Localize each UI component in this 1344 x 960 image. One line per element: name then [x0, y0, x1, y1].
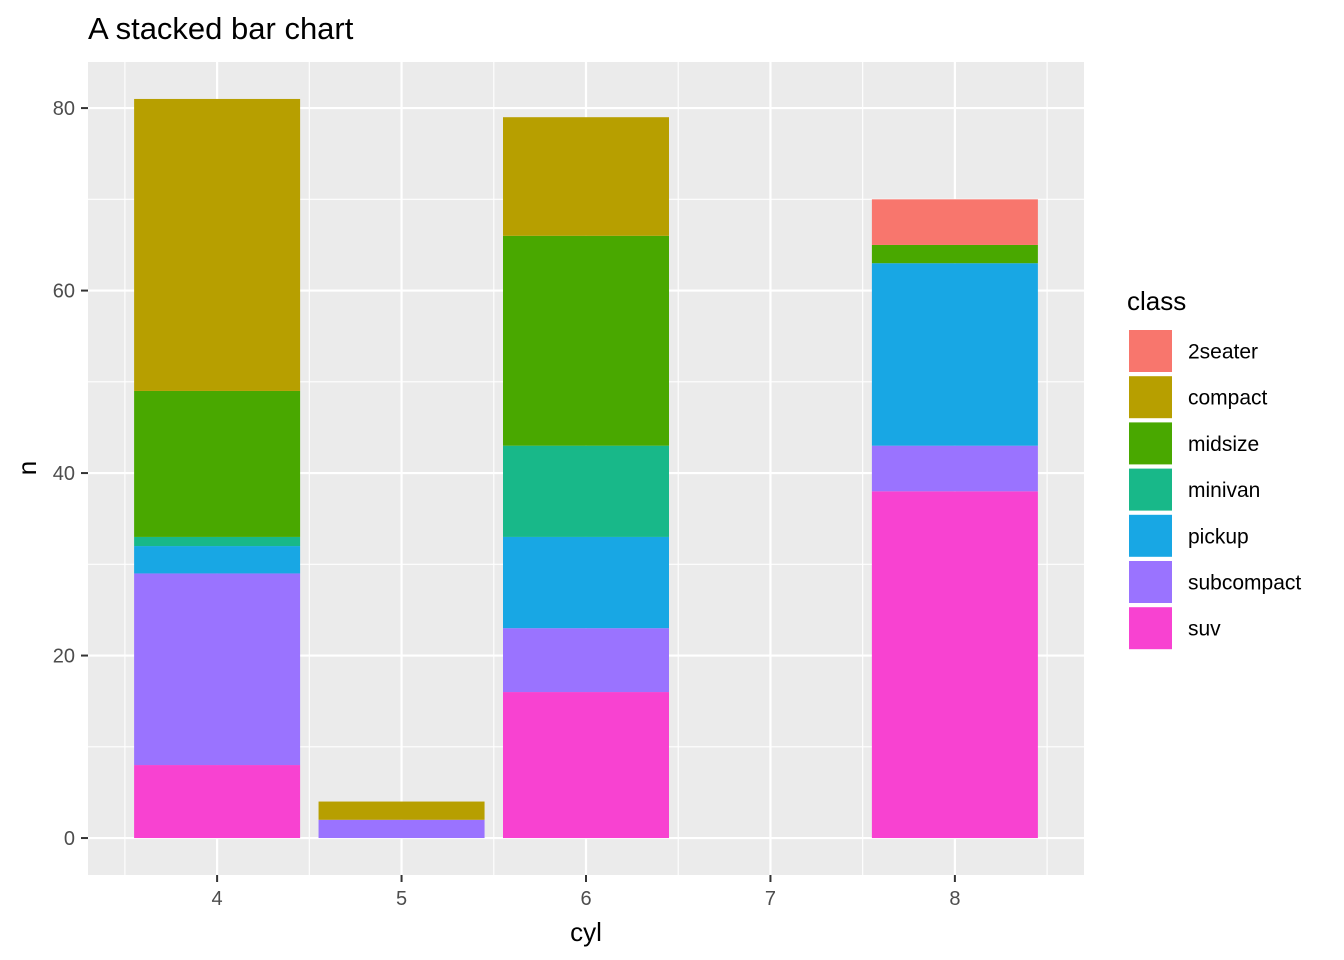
x-tick-label: 5 — [396, 888, 407, 910]
y-tick-label: 80 — [53, 98, 75, 120]
legend-label-minivan: minivan — [1188, 479, 1260, 502]
bar-segment-pickup-cyl-6 — [503, 536, 669, 629]
bar-segment-2seater-cyl-8 — [871, 199, 1038, 245]
legend-title: class — [1127, 286, 1186, 316]
legend-key-compact — [1129, 376, 1172, 419]
legend-key-pickup — [1129, 514, 1172, 557]
bar-segment-subcompact-cyl-4 — [134, 573, 301, 766]
y-axis-title: n — [12, 461, 42, 475]
legend-key-subcompact — [1129, 561, 1172, 603]
bar-segment-pickup-cyl-8 — [871, 263, 1038, 446]
bar-segment-midsize-cyl-8 — [871, 244, 1038, 264]
legend-key-2seater — [1129, 330, 1172, 372]
bar-segment-minivan-cyl-4 — [134, 536, 301, 547]
legend-label-pickup: pickup — [1188, 525, 1249, 548]
bar-segment-midsize-cyl-6 — [503, 235, 669, 446]
legend-key-midsize — [1129, 422, 1172, 465]
x-tick-label: 7 — [765, 888, 776, 910]
bar-segment-subcompact-cyl-6 — [503, 628, 669, 693]
bar-segment-pickup-cyl-4 — [134, 546, 301, 574]
x-tick-label: 6 — [580, 888, 591, 910]
bar-segment-subcompact-cyl-5 — [318, 819, 485, 839]
y-tick-label: 60 — [53, 281, 75, 303]
legend: class 2seater compact midsize minivan pickup… — [1127, 286, 1301, 650]
legend-key-suv — [1129, 607, 1172, 650]
y-axis: 0 20 40 60 80 — [53, 98, 88, 850]
bar-segment-midsize-cyl-4 — [134, 390, 301, 537]
y-tick-label: 0 — [64, 828, 75, 850]
legend-label-midsize: midsize — [1188, 433, 1259, 456]
bar-segment-compact-cyl-5 — [318, 801, 485, 820]
y-tick-label: 40 — [53, 463, 75, 485]
y-tick-label: 20 — [53, 646, 75, 668]
legend-label-2seater: 2seater — [1188, 341, 1258, 364]
x-tick-label: 4 — [212, 888, 223, 910]
legend-key-minivan — [1129, 468, 1172, 511]
bar-segment-compact-cyl-6 — [503, 117, 669, 236]
bar-segment-minivan-cyl-6 — [503, 445, 669, 537]
bar-segment-subcompact-cyl-8 — [871, 445, 1038, 492]
bar-segment-suv-cyl-6 — [503, 692, 669, 839]
legend-label-suv: suv — [1188, 618, 1221, 641]
legend-label-compact: compact — [1188, 387, 1268, 410]
bar-segment-compact-cyl-4 — [134, 98, 301, 391]
x-tick-label: 8 — [949, 888, 960, 910]
bar-segment-suv-cyl-4 — [134, 765, 301, 839]
legend-label-subcompact: subcompact — [1188, 572, 1301, 595]
chart-title: A stacked bar chart — [88, 11, 354, 46]
bars — [134, 98, 1038, 839]
x-axis: 4 5 6 7 8 — [212, 875, 960, 910]
bar-segment-suv-cyl-8 — [871, 491, 1038, 839]
x-axis-title: cyl — [570, 917, 602, 947]
